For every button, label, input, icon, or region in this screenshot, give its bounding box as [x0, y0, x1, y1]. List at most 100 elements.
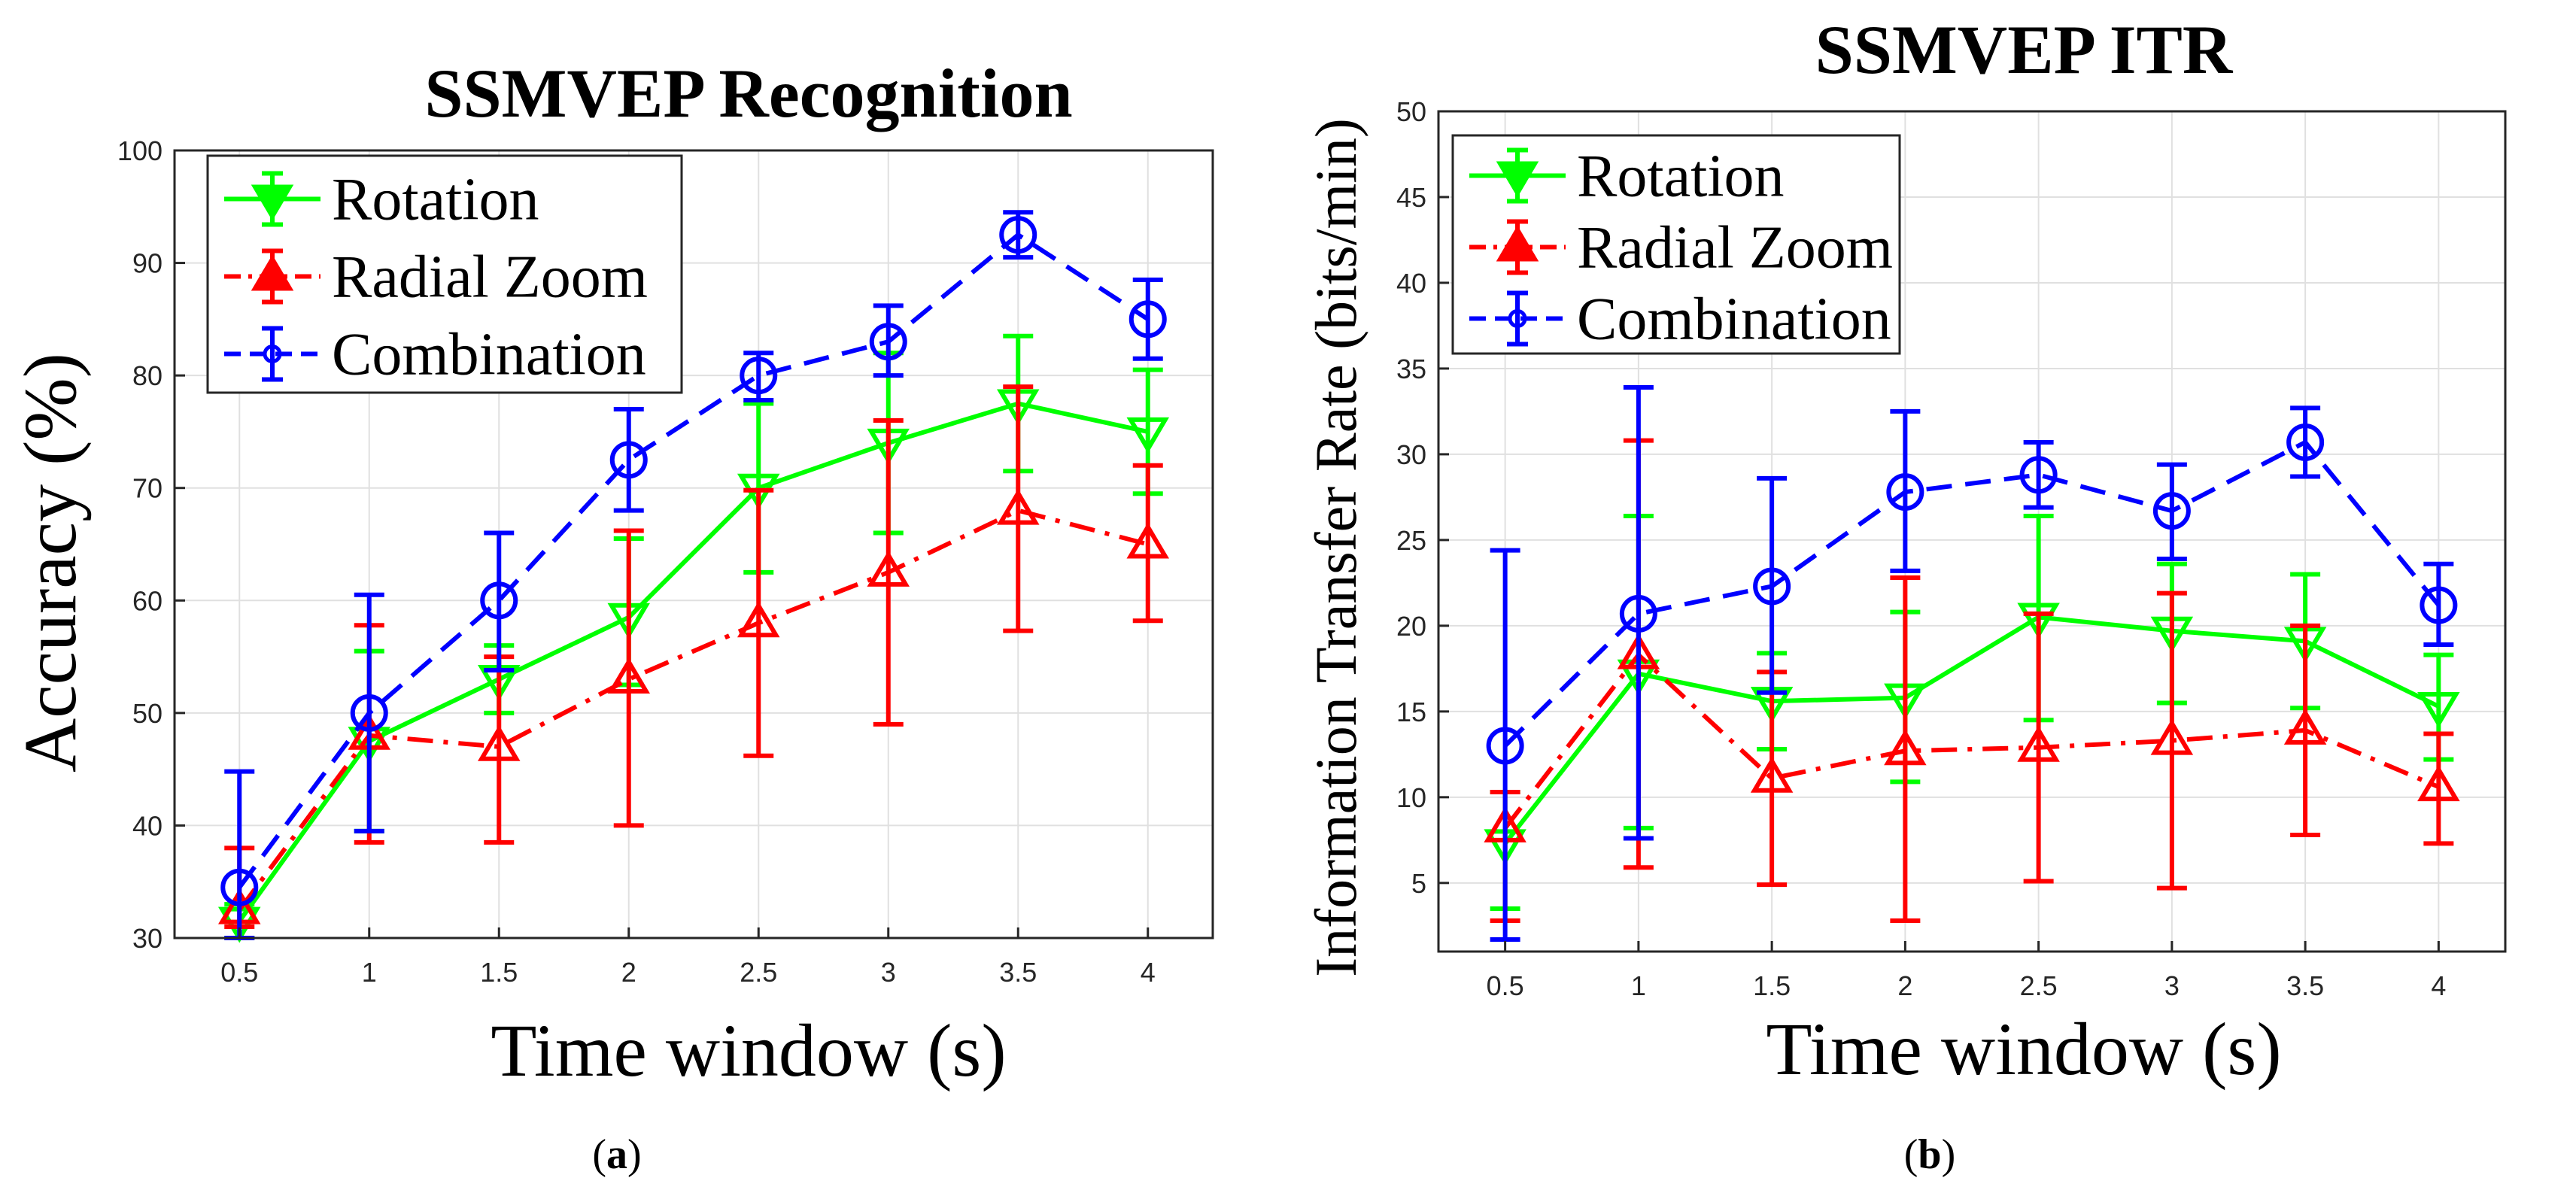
series-radial-zoom: [217, 384, 1170, 930]
data-point: [2283, 709, 2327, 745]
legend-label: Rotation: [1577, 144, 1785, 210]
x-tick-label: 1.5: [480, 957, 518, 988]
data-point: [220, 868, 259, 906]
x-tick-label: 2.5: [2020, 970, 2058, 1001]
data-point: [1619, 594, 1657, 633]
x-tick-label: 4: [2431, 970, 2446, 1001]
x-tick-label: 3: [881, 957, 896, 988]
plot-area-frame: [1437, 110, 2507, 953]
x-tick-label: 0.5: [1487, 970, 1524, 1001]
series-rotation: [217, 333, 1170, 943]
legend-label: Combination: [332, 322, 646, 388]
legend-marker: [251, 184, 294, 221]
y-tick-label: 60: [132, 585, 163, 616]
data-point: [607, 657, 651, 694]
legend-marker: [263, 345, 282, 363]
chart-title: SSMVEP ITR: [1815, 11, 2234, 88]
legend-label: Combination: [1577, 287, 1891, 353]
data-point: [2152, 492, 2191, 530]
legend-label: Radial Zoom: [332, 244, 648, 311]
y-tick-label: 10: [1396, 782, 1426, 813]
data-point: [1886, 473, 1924, 512]
x-tick-label: 1: [1631, 970, 1646, 1001]
data-point: [2417, 692, 2460, 728]
data-point: [867, 550, 910, 587]
data-point: [350, 694, 388, 732]
plot-area-frame: [173, 149, 1214, 940]
y-tick-label: 50: [1396, 96, 1426, 127]
y-axis-label: Accuracy (%): [8, 353, 92, 773]
data-point: [1884, 729, 1927, 766]
series-combination: [220, 210, 1167, 940]
legend-marker: [1496, 225, 1539, 262]
data-point: [737, 601, 780, 638]
data-point: [2150, 718, 2194, 755]
x-tick-label: 0.5: [220, 957, 258, 988]
legend-label: Radial Zoom: [1577, 215, 1893, 281]
data-point: [869, 323, 907, 361]
series-rotation: [1484, 513, 2460, 912]
data-point: [2017, 725, 2060, 762]
data-point: [740, 357, 778, 395]
y-tick-label: 20: [1396, 611, 1426, 642]
y-tick-label: 50: [132, 698, 163, 729]
x-tick-label: 3: [2164, 970, 2180, 1001]
y-tick-label: 90: [132, 248, 163, 279]
chart-panel-b: SSMVEP ITR 0.5 1 1.5 2 2.5 3 3.5 4 5 10 15 20 25 30 35…: [1288, 0, 2576, 1189]
data-point: [999, 216, 1037, 254]
legend-label: Rotation: [332, 167, 539, 233]
legend-marker: [1496, 161, 1539, 198]
x-tick-label: 1: [362, 957, 377, 988]
data-point: [1750, 756, 1794, 793]
data-point: [1126, 522, 1170, 559]
y-tick-label: 100: [117, 135, 163, 166]
series-combination: [1486, 385, 2458, 943]
y-tick-label: 25: [1396, 525, 1426, 556]
data-point: [2420, 586, 2458, 624]
y-tick-label: 40: [1396, 268, 1426, 299]
data-point: [2017, 603, 2060, 639]
panel-caption-letter: b: [1918, 1131, 1941, 1178]
panel-caption-letter: a: [606, 1131, 627, 1178]
y-tick-label: 40: [132, 810, 163, 841]
legend-marker: [251, 254, 294, 291]
y-tick-label: 80: [132, 360, 163, 391]
chart-panel-a: SSMVEP Recognition 0.5 1 1.5 2 2.5 3 3.5 4 30 40 5…: [0, 0, 1288, 1189]
x-tick-label: 2.5: [740, 957, 777, 988]
series-line: [237, 401, 1149, 923]
x-tick-label: 2: [621, 957, 636, 988]
itr-chart: SSMVEP ITR 0.5 1 1.5 2 2.5 3 3.5 45101520253035…: [1303, 11, 2507, 1178]
data-point: [1126, 417, 1170, 454]
y-axis-label: Information Transfer Rate (bits/min): [1303, 118, 1368, 977]
panel-caption: (a): [592, 1131, 641, 1178]
y-tick-label: 15: [1396, 697, 1426, 727]
chart-title: SSMVEP Recognition: [424, 55, 1072, 132]
data-point: [2286, 423, 2325, 461]
x-tick-label: 3.5: [2286, 970, 2324, 1001]
legend-marker: [1508, 309, 1527, 328]
accuracy-chart: SSMVEP Recognition 0.5 1 1.5 2 2.5 3 3.5 4 30 40 5…: [8, 55, 1214, 1178]
series-line: [237, 508, 1149, 912]
y-tick-label: 30: [1396, 439, 1426, 470]
y-tick-label: 70: [132, 473, 163, 504]
x-axis-label: Time window (s): [1766, 1007, 2281, 1091]
data-point: [2019, 456, 2058, 494]
data-point: [996, 488, 1040, 525]
data-point: [2417, 765, 2460, 802]
x-tick-label: 2: [1897, 970, 1912, 1001]
data-point: [480, 581, 518, 620]
data-point: [1753, 567, 1791, 606]
data-point: [477, 724, 521, 761]
x-tick-label: 4: [1141, 957, 1156, 988]
y-tick-label: 45: [1396, 182, 1426, 213]
series-line: [1503, 651, 2440, 830]
y-tick-label: 5: [1411, 868, 1426, 899]
y-tick-label: 35: [1396, 354, 1426, 384]
series-line: [1503, 615, 2440, 845]
data-point: [1129, 300, 1167, 338]
x-tick-label: 1.5: [1753, 970, 1791, 1001]
series-line: [1503, 439, 2441, 748]
series-line: [237, 232, 1150, 889]
y-tick-label: 30: [132, 923, 163, 954]
data-point: [1486, 727, 1524, 765]
